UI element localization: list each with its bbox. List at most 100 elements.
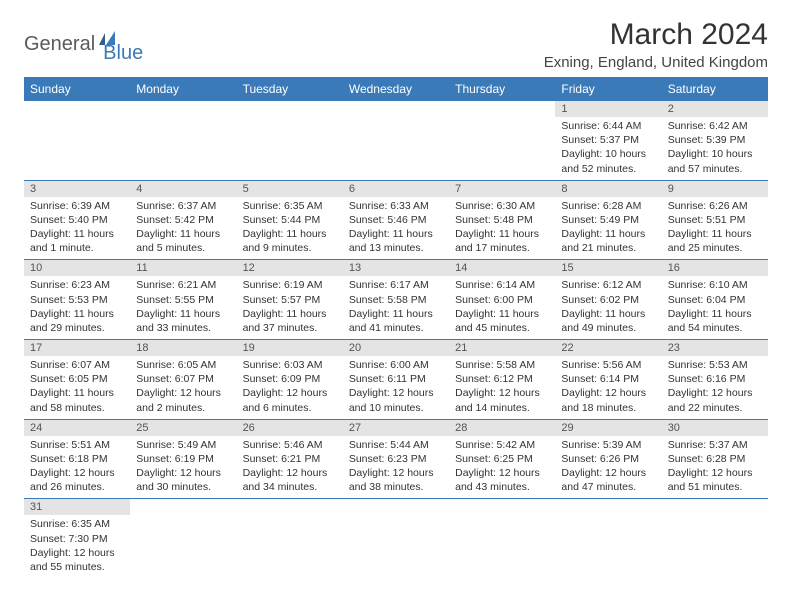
calendar-cell: 14Sunrise: 6:14 AMSunset: 6:00 PMDayligh… (449, 260, 555, 340)
calendar-cell: 21Sunrise: 5:58 AMSunset: 6:12 PMDayligh… (449, 340, 555, 420)
sunset: Sunset: 7:30 PM (30, 532, 124, 546)
sunrise: Sunrise: 5:39 AM (561, 438, 655, 452)
calendar-cell: 16Sunrise: 6:10 AMSunset: 6:04 PMDayligh… (662, 260, 768, 340)
calendar-row: 31Sunrise: 6:35 AMSunset: 7:30 PMDayligh… (24, 499, 768, 578)
calendar-cell: 13Sunrise: 6:17 AMSunset: 5:58 PMDayligh… (343, 260, 449, 340)
daylight: Daylight: 11 hours and 21 minutes. (561, 227, 655, 255)
weekday-header: Monday (130, 77, 236, 101)
calendar-cell: 2Sunrise: 6:42 AMSunset: 5:39 PMDaylight… (662, 101, 768, 180)
daylight: Daylight: 12 hours and 26 minutes. (30, 466, 124, 494)
sunrise: Sunrise: 6:05 AM (136, 358, 230, 372)
sunset: Sunset: 5:39 PM (668, 133, 762, 147)
daylight: Daylight: 11 hours and 9 minutes. (243, 227, 337, 255)
daylight: Daylight: 12 hours and 30 minutes. (136, 466, 230, 494)
location: Exning, England, United Kingdom (544, 54, 768, 71)
calendar-cell: 10Sunrise: 6:23 AMSunset: 5:53 PMDayligh… (24, 260, 130, 340)
weekday-header: Wednesday (343, 77, 449, 101)
sunrise: Sunrise: 5:46 AM (243, 438, 337, 452)
calendar-cell-empty (449, 101, 555, 180)
calendar-cell: 1Sunrise: 6:44 AMSunset: 5:37 PMDaylight… (555, 101, 661, 180)
day-number: 10 (24, 260, 130, 276)
day-number: 14 (449, 260, 555, 276)
daylight: Daylight: 11 hours and 33 minutes. (136, 307, 230, 335)
sunrise: Sunrise: 5:37 AM (668, 438, 762, 452)
day-body: Sunrise: 6:00 AMSunset: 6:11 PMDaylight:… (343, 356, 449, 419)
sunrise: Sunrise: 6:28 AM (561, 199, 655, 213)
sunrise: Sunrise: 6:35 AM (30, 517, 124, 531)
daylight: Daylight: 12 hours and 38 minutes. (349, 466, 443, 494)
sunset: Sunset: 6:12 PM (455, 372, 549, 386)
day-number: 22 (555, 340, 661, 356)
sunrise: Sunrise: 6:30 AM (455, 199, 549, 213)
sunrise: Sunrise: 6:44 AM (561, 119, 655, 133)
sunset: Sunset: 6:00 PM (455, 293, 549, 307)
sunset: Sunset: 6:02 PM (561, 293, 655, 307)
calendar-cell: 30Sunrise: 5:37 AMSunset: 6:28 PMDayligh… (662, 419, 768, 499)
calendar-cell: 24Sunrise: 5:51 AMSunset: 6:18 PMDayligh… (24, 419, 130, 499)
day-body: Sunrise: 5:39 AMSunset: 6:26 PMDaylight:… (555, 436, 661, 499)
daylight: Daylight: 12 hours and 55 minutes. (30, 546, 124, 574)
sunrise: Sunrise: 5:53 AM (668, 358, 762, 372)
sunset: Sunset: 6:19 PM (136, 452, 230, 466)
calendar-cell: 28Sunrise: 5:42 AMSunset: 6:25 PMDayligh… (449, 419, 555, 499)
weekday-header: Thursday (449, 77, 555, 101)
daylight: Daylight: 12 hours and 2 minutes. (136, 386, 230, 414)
calendar-row: 3Sunrise: 6:39 AMSunset: 5:40 PMDaylight… (24, 180, 768, 260)
sunset: Sunset: 5:42 PM (136, 213, 230, 227)
daylight: Daylight: 11 hours and 1 minute. (30, 227, 124, 255)
title-block: March 2024 Exning, England, United Kingd… (544, 18, 768, 71)
sunset: Sunset: 6:04 PM (668, 293, 762, 307)
calendar-cell: 9Sunrise: 6:26 AMSunset: 5:51 PMDaylight… (662, 180, 768, 260)
day-number: 30 (662, 420, 768, 436)
weekday-header-row: SundayMondayTuesdayWednesdayThursdayFrid… (24, 77, 768, 101)
calendar-cell: 4Sunrise: 6:37 AMSunset: 5:42 PMDaylight… (130, 180, 236, 260)
day-number: 18 (130, 340, 236, 356)
daylight: Daylight: 11 hours and 54 minutes. (668, 307, 762, 335)
calendar-row: 24Sunrise: 5:51 AMSunset: 6:18 PMDayligh… (24, 419, 768, 499)
calendar-cell: 26Sunrise: 5:46 AMSunset: 6:21 PMDayligh… (237, 419, 343, 499)
calendar-cell: 19Sunrise: 6:03 AMSunset: 6:09 PMDayligh… (237, 340, 343, 420)
day-number: 23 (662, 340, 768, 356)
weekday-header: Tuesday (237, 77, 343, 101)
day-body: Sunrise: 5:46 AMSunset: 6:21 PMDaylight:… (237, 436, 343, 499)
day-body: Sunrise: 6:28 AMSunset: 5:49 PMDaylight:… (555, 197, 661, 260)
day-number: 25 (130, 420, 236, 436)
day-number: 4 (130, 181, 236, 197)
logo-text-blue: Blue (103, 42, 143, 65)
sunset: Sunset: 5:40 PM (30, 213, 124, 227)
daylight: Daylight: 11 hours and 45 minutes. (455, 307, 549, 335)
sunset: Sunset: 5:53 PM (30, 293, 124, 307)
calendar-cell: 6Sunrise: 6:33 AMSunset: 5:46 PMDaylight… (343, 180, 449, 260)
sunrise: Sunrise: 6:14 AM (455, 278, 549, 292)
day-body: Sunrise: 5:42 AMSunset: 6:25 PMDaylight:… (449, 436, 555, 499)
daylight: Daylight: 12 hours and 43 minutes. (455, 466, 549, 494)
day-body: Sunrise: 6:35 AMSunset: 5:44 PMDaylight:… (237, 197, 343, 260)
day-number: 24 (24, 420, 130, 436)
day-number: 5 (237, 181, 343, 197)
daylight: Daylight: 11 hours and 13 minutes. (349, 227, 443, 255)
sunrise: Sunrise: 6:21 AM (136, 278, 230, 292)
day-number: 8 (555, 181, 661, 197)
daylight: Daylight: 12 hours and 6 minutes. (243, 386, 337, 414)
calendar-cell: 29Sunrise: 5:39 AMSunset: 6:26 PMDayligh… (555, 419, 661, 499)
day-number: 29 (555, 420, 661, 436)
sunset: Sunset: 6:16 PM (668, 372, 762, 386)
calendar-cell: 3Sunrise: 6:39 AMSunset: 5:40 PMDaylight… (24, 180, 130, 260)
day-body: Sunrise: 6:39 AMSunset: 5:40 PMDaylight:… (24, 197, 130, 260)
day-body: Sunrise: 6:23 AMSunset: 5:53 PMDaylight:… (24, 276, 130, 339)
day-body: Sunrise: 5:44 AMSunset: 6:23 PMDaylight:… (343, 436, 449, 499)
sunset: Sunset: 5:51 PM (668, 213, 762, 227)
sunrise: Sunrise: 6:12 AM (561, 278, 655, 292)
calendar-cell: 22Sunrise: 5:56 AMSunset: 6:14 PMDayligh… (555, 340, 661, 420)
daylight: Daylight: 12 hours and 34 minutes. (243, 466, 337, 494)
calendar-cell: 15Sunrise: 6:12 AMSunset: 6:02 PMDayligh… (555, 260, 661, 340)
calendar-cell: 8Sunrise: 6:28 AMSunset: 5:49 PMDaylight… (555, 180, 661, 260)
calendar-cell: 18Sunrise: 6:05 AMSunset: 6:07 PMDayligh… (130, 340, 236, 420)
calendar-cell-empty (237, 101, 343, 180)
sunset: Sunset: 6:23 PM (349, 452, 443, 466)
day-body: Sunrise: 6:14 AMSunset: 6:00 PMDaylight:… (449, 276, 555, 339)
daylight: Daylight: 11 hours and 25 minutes. (668, 227, 762, 255)
sunrise: Sunrise: 6:03 AM (243, 358, 337, 372)
sunset: Sunset: 5:46 PM (349, 213, 443, 227)
sunrise: Sunrise: 5:58 AM (455, 358, 549, 372)
